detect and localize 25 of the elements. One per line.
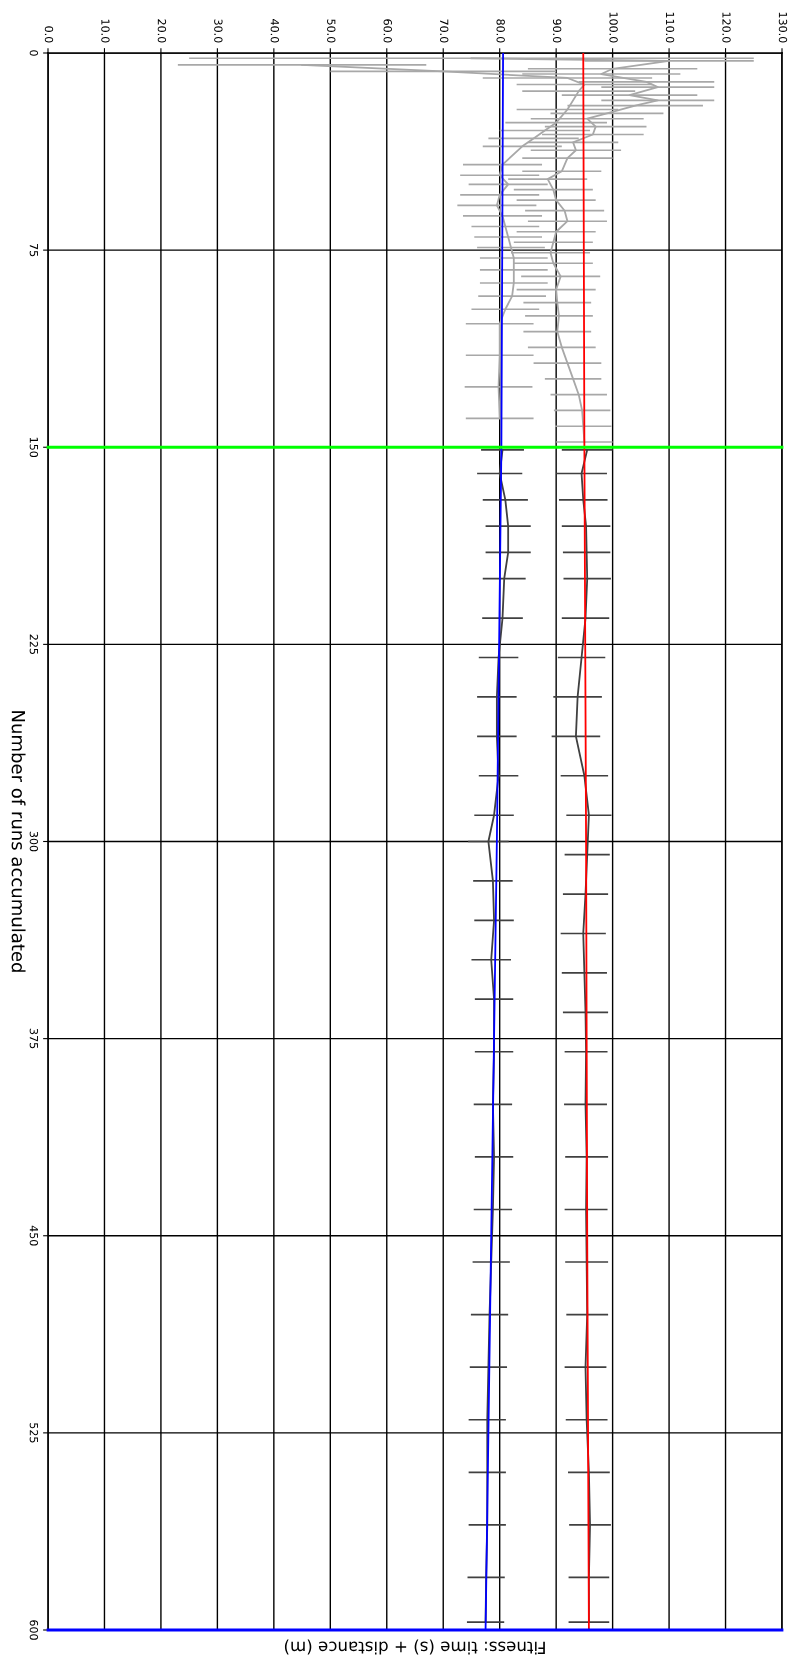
x-tick-label: 80.0	[496, 19, 505, 43]
x-tick-label: 120.0	[722, 12, 731, 43]
y-tick-label: 600	[29, 1620, 39, 1640]
x-tick-label: 130.0	[778, 12, 788, 43]
y-tick-label: 300	[29, 831, 39, 852]
y-tick-label: 0	[29, 50, 39, 56]
x-axis-title: Fitness: time (s) + distance (m)	[284, 1639, 545, 1655]
x-tick-label: 50.0	[327, 19, 336, 43]
x-tick-label: 100.0	[609, 12, 618, 43]
x-tick-label: 90.0	[552, 19, 562, 43]
x-tick-label: 30.0	[214, 19, 223, 43]
x-tick-label: 0.0	[44, 26, 54, 43]
x-tick-label: 40.0	[270, 19, 280, 43]
y-tick-label: 525	[29, 1423, 39, 1443]
x-tick-label: 20.0	[157, 19, 167, 43]
x-tick-label: 110.0	[665, 12, 675, 43]
x-tick-label: 10.0	[101, 19, 110, 43]
x-tick-label: 70.0	[440, 19, 449, 43]
y-tick-label: 450	[29, 1225, 39, 1246]
x-tick-label: 60.0	[383, 19, 392, 43]
y-tick-label: 150	[29, 437, 39, 458]
y-tick-label: 375	[29, 1028, 39, 1049]
y-tick-label: 75	[29, 243, 38, 257]
y-tick-label: 225	[29, 634, 39, 655]
y-axis-title: Number of runs accumulated	[11, 711, 26, 972]
